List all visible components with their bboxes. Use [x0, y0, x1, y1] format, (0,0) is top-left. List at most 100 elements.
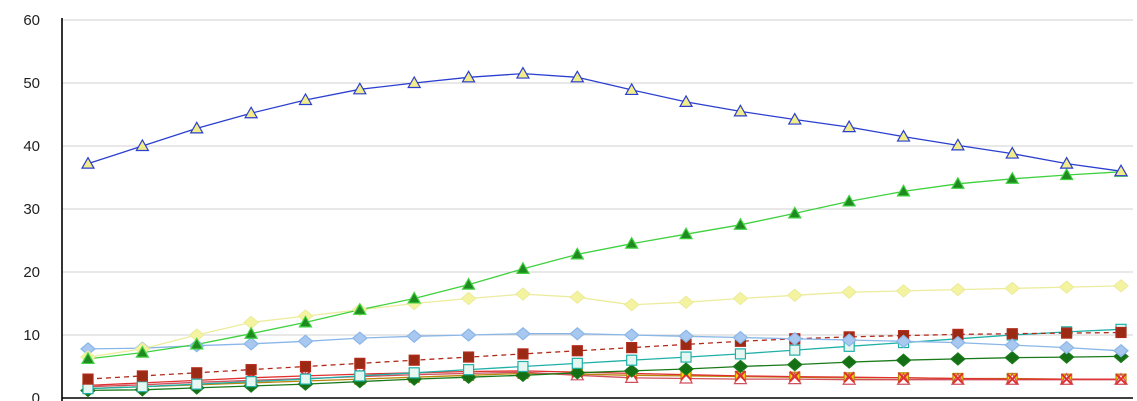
series-4-point: [623, 328, 640, 342]
series-6-point: [299, 373, 312, 385]
series-1-point: [679, 94, 694, 108]
series-5-point: [299, 360, 312, 373]
y-tick-label: 50: [23, 75, 40, 92]
series-2-line: [87, 171, 1122, 360]
series-5-point: [191, 367, 203, 379]
series-8-point: [843, 371, 855, 383]
series-4-point: [1004, 338, 1021, 352]
series-1-point: [80, 156, 96, 169]
series-8-point: [734, 370, 747, 382]
series-1-line: [87, 72, 1122, 172]
series-1-point: [298, 92, 313, 106]
series-6-point: [245, 376, 257, 388]
series-7-point: [569, 366, 586, 380]
series-5-point: [571, 345, 583, 357]
series-7-point: [623, 364, 640, 378]
series-5-point: [136, 370, 148, 382]
series-5-point: [245, 364, 257, 376]
series-1-point: [842, 119, 857, 133]
series-1-point: [787, 112, 802, 125]
series-4-point: [949, 335, 966, 350]
series-3-point: [895, 284, 912, 298]
series-2-point: [461, 277, 476, 290]
series-2-point: [515, 261, 530, 274]
series-6-point: [408, 367, 420, 379]
series-2-point: [842, 194, 857, 207]
series-3-point: [678, 295, 694, 310]
series-3-point: [786, 288, 803, 303]
y-tick-label: 20: [23, 264, 40, 281]
series-7-point: [841, 355, 858, 369]
series-3-point: [732, 291, 749, 306]
series-1-point: [135, 138, 150, 152]
series-2-point: [135, 345, 150, 358]
series-3-point: [623, 297, 640, 312]
series-1-point: [352, 82, 367, 95]
series-9-line: [87, 371, 1121, 388]
series-2-point: [570, 247, 585, 260]
series-3-point: [841, 285, 858, 299]
series-6-point: [191, 378, 203, 390]
series-6-point: [626, 354, 638, 366]
y-tick-label: 30: [23, 201, 40, 218]
series-2-point: [244, 326, 259, 339]
series-3-point: [1004, 281, 1021, 296]
series-6-point: [517, 360, 529, 373]
series-6-point: [354, 370, 366, 382]
series-4-point: [351, 331, 368, 345]
series-1-point: [896, 129, 911, 142]
series-5-point: [626, 342, 638, 354]
series-8-point: [897, 372, 910, 384]
series-5-point: [1061, 327, 1073, 339]
series-3-line: [87, 285, 1122, 358]
series-6-point: [680, 351, 692, 363]
series-7-point: [895, 353, 912, 367]
series-5-point: [517, 348, 529, 360]
series-2-point: [352, 302, 367, 315]
series-markers: [80, 66, 1129, 398]
series-4-point: [841, 333, 858, 347]
series-8-point: [952, 372, 964, 385]
series-7-point: [732, 359, 749, 374]
series-7-point: [1004, 350, 1021, 365]
axes: [61, 18, 1133, 401]
series-lines: [87, 72, 1122, 392]
series-4-point: [569, 326, 586, 341]
series-7-line: [87, 355, 1122, 392]
series-4-point: [678, 329, 694, 344]
series-1-point: [1113, 163, 1129, 177]
series-1-point: [950, 138, 965, 151]
series-1-point: [570, 70, 585, 83]
series-2-point: [298, 315, 313, 328]
series-2-point: [787, 206, 802, 219]
series-2-point: [679, 226, 694, 240]
y-tick-label: 0: [32, 390, 40, 401]
series-2-point: [407, 291, 422, 304]
series-4-point: [786, 331, 803, 346]
series-5-line: [87, 331, 1122, 380]
series-1-point: [515, 66, 530, 79]
series-2-point: [1059, 167, 1074, 181]
series-1-point: [461, 70, 476, 83]
series-8-point: [1115, 373, 1127, 385]
series-6-point: [462, 364, 475, 376]
series-5-point: [408, 354, 420, 366]
y-tick-label: 40: [23, 138, 40, 155]
series-2-point: [950, 176, 965, 189]
series-7-point: [786, 357, 803, 372]
series-2-point: [189, 337, 204, 350]
series-4-point: [895, 334, 912, 349]
series-6-point: [789, 344, 801, 356]
series-2-point: [733, 217, 748, 230]
series-8-point: [789, 370, 801, 383]
series-3-point: [569, 290, 586, 304]
series-8-point: [1006, 373, 1018, 385]
series-1-point: [244, 106, 259, 119]
series-3-point: [1058, 280, 1075, 294]
series-4-point: [1058, 340, 1075, 355]
series-1-point: [189, 121, 204, 134]
y-tick-labels: 0 10 20 30 40 50 60: [23, 12, 40, 401]
series-4-point: [1113, 343, 1129, 358]
series-8-point: [1060, 373, 1073, 385]
